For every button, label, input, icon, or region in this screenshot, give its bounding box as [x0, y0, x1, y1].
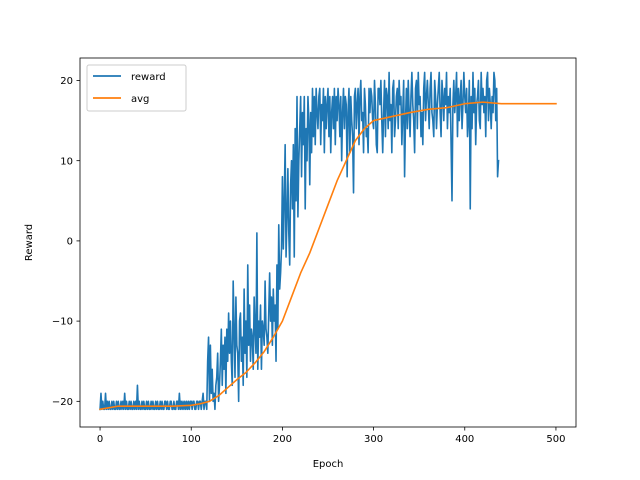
plot-area-frame — [79, 57, 577, 428]
y-tick-label: 0 — [67, 236, 73, 247]
x-tick-label: 200 — [273, 434, 292, 445]
x-tick-label: 300 — [364, 434, 383, 445]
series-layer — [99, 71, 557, 411]
y-tick-label: −10 — [52, 317, 73, 328]
legend-label-avg: avg — [131, 94, 149, 105]
series-line-avg — [99, 101, 557, 411]
x-tick-label: 100 — [182, 434, 201, 445]
x-axis-label: Epoch — [313, 459, 344, 470]
y-axis: −20 −10 0 10 20 — [52, 76, 80, 408]
y-tick-label: 20 — [60, 76, 73, 87]
y-tick-label: 10 — [60, 156, 73, 167]
y-axis-label: Reward — [24, 224, 35, 261]
x-tick-label: 500 — [546, 434, 565, 445]
x-tick-label: 0 — [97, 434, 103, 445]
legend-label-reward: reward — [131, 72, 166, 83]
legend: reward avg — [86, 64, 187, 112]
x-tick-label: 400 — [455, 434, 474, 445]
x-axis: 0 100 200 300 400 500 — [97, 427, 565, 445]
series-line-reward — [99, 71, 500, 411]
y-tick-label: −20 — [52, 397, 73, 408]
